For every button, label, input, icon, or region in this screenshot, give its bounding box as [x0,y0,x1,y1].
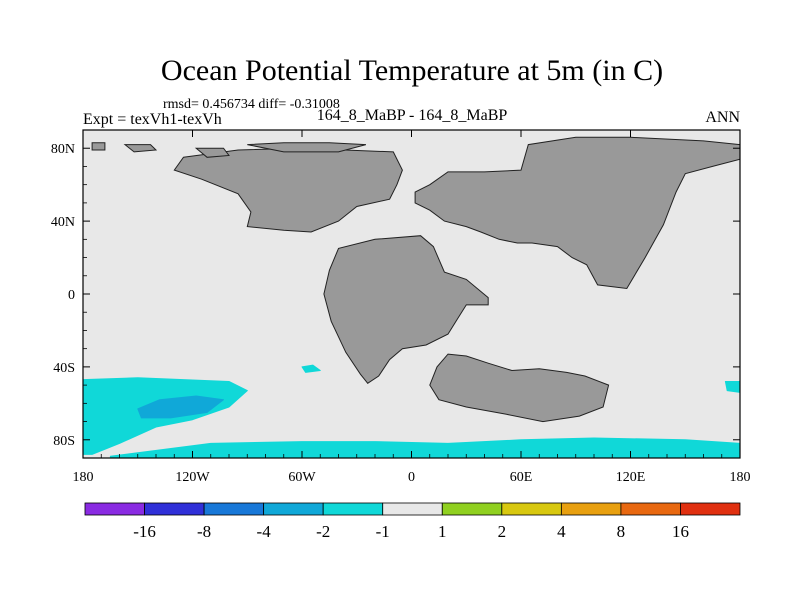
colorbar-label: 1 [438,522,447,541]
colorbar-label: 8 [617,522,626,541]
colorbar-label: 16 [672,522,689,541]
anomaly-region-1 [109,437,740,458]
chart-title: Ocean Potential Temperature at 5m (in C) [161,54,663,87]
colorbar-box [144,502,205,516]
colorbar-box [382,502,443,516]
colorbar-box [263,502,324,516]
land-greenland-cap [247,142,367,153]
colorbar-box [441,502,503,516]
anomaly-region-2 [137,395,224,419]
colorbar-box [322,502,384,516]
land-arctic-island-mid [123,144,158,153]
colorbar-label: -1 [376,522,390,541]
colorbar-box [501,502,562,516]
y-tick-label: 0 [68,288,75,303]
stats-text: rmsd= 0.456734 diff= -0.31008 [163,97,340,112]
x-tick-label: 0 [408,470,415,485]
colorbar: -16 -8 -4 -2 -1 1 2 4 8 16 [84,502,741,541]
colorbar-box [680,502,741,516]
colorbar-box [620,502,681,516]
land-arctic-island-east [194,147,230,158]
experiment-label: Expt = texVh1-texVh [83,111,222,128]
colorbar-label: -4 [257,522,272,541]
colorbar-label: 2 [498,522,507,541]
x-tick-label: 180 [730,470,751,485]
y-tick-label: 40N [51,215,75,230]
land-eurasia [414,136,740,290]
colorbar-label: -16 [133,522,156,541]
colorbar-box [560,502,622,516]
land-layer [91,136,740,423]
colorbar-box [84,502,145,516]
anomaly-region-3 [301,364,321,373]
colorbar-label: -8 [197,522,211,541]
x-axis: 180 120W 60W 0 60E 120E 180 [73,130,751,485]
land-arctic-island-west [91,142,106,151]
season-label: ANN [705,109,740,126]
y-tick-label: 80N [51,142,75,157]
anomaly-region-4 [724,381,740,393]
period-label: 164_8_MaBP - 164_8_MaBP [317,107,508,124]
land-north-america [173,147,403,233]
colorbar-label: 4 [557,522,566,541]
anomaly-layer [83,364,740,458]
colorbar-label: -2 [316,522,330,541]
land-south-landmass [429,353,610,423]
x-tick-label: 180 [73,470,94,485]
x-tick-label: 60W [288,470,316,485]
x-tick-label: 60E [510,470,533,485]
x-tick-label: 120E [616,470,646,485]
colorbar-box [203,502,265,516]
y-axis: 80N 40N 0 40S 80S [51,142,740,449]
x-tick-label: 120W [175,470,210,485]
y-tick-label: 80S [53,434,75,449]
land-africa-south-america [323,235,489,384]
y-tick-label: 40S [53,361,75,376]
